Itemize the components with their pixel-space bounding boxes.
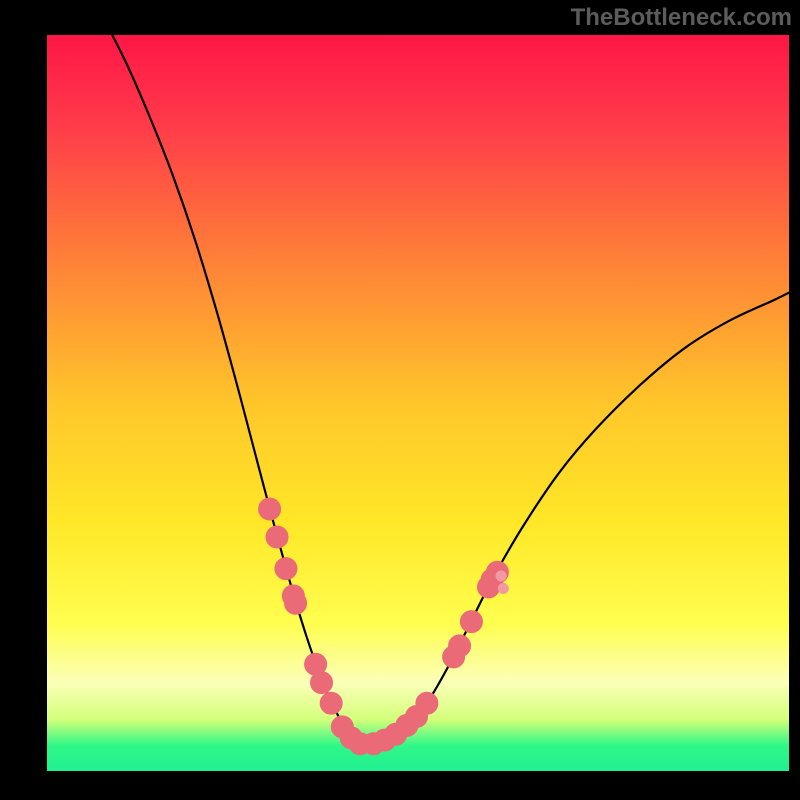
chart-stage: TheBottleneck.com	[0, 0, 800, 800]
curve-right-branch	[365, 293, 789, 744]
scatter-point	[259, 498, 281, 520]
scatter-point	[311, 672, 333, 694]
scatter-point	[449, 635, 471, 657]
scatter-point	[320, 692, 342, 714]
plot-overlay	[47, 35, 789, 771]
scatter-point	[275, 558, 297, 580]
scatter-point	[416, 692, 438, 714]
scatter-accent-point	[498, 583, 508, 593]
watermark-text: TheBottleneck.com	[571, 4, 792, 32]
scatter-point	[460, 611, 482, 633]
scatter-accent-point	[496, 571, 506, 581]
scatter-point	[285, 592, 307, 614]
curve-left-branch	[112, 35, 364, 744]
scatter-point	[266, 526, 288, 548]
plot-area	[47, 35, 789, 771]
